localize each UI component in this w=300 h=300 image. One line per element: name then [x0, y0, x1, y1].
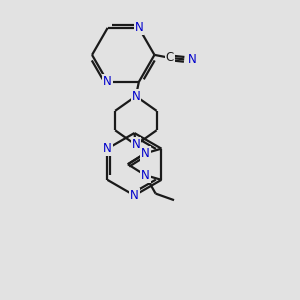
- Text: N: N: [188, 53, 197, 66]
- Text: N: N: [130, 189, 139, 202]
- Text: N: N: [141, 147, 150, 160]
- Text: N: N: [131, 90, 140, 103]
- Text: N: N: [103, 142, 112, 155]
- Text: N: N: [134, 21, 143, 34]
- Text: C: C: [166, 51, 174, 64]
- Text: N: N: [141, 169, 150, 182]
- Text: N: N: [103, 75, 112, 88]
- Text: N: N: [131, 138, 140, 152]
